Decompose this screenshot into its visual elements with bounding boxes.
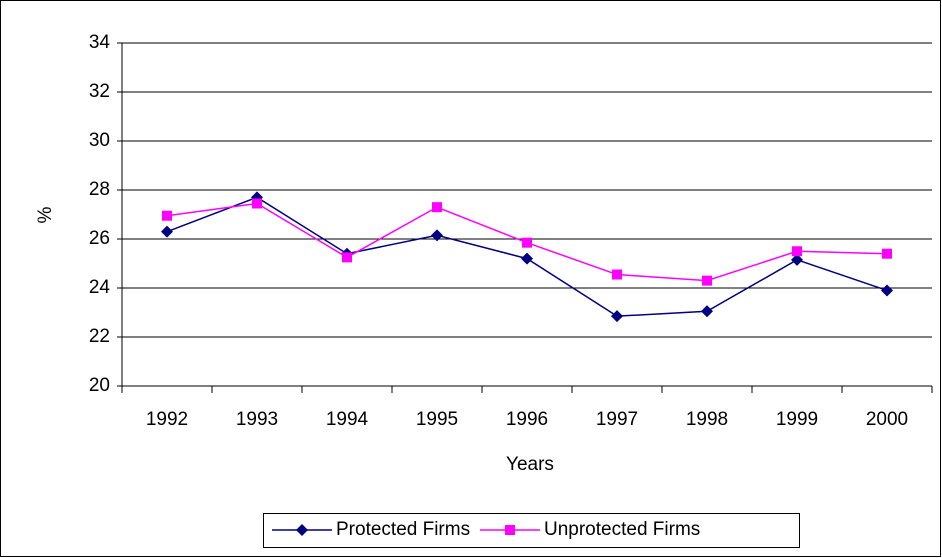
y-tick-label: 22 [89,326,110,347]
data-point [881,284,893,297]
data-point [432,202,442,213]
y-tick-label: 20 [89,375,110,396]
data-point [522,237,532,248]
data-point [431,229,443,242]
y-tick-label: 32 [89,81,110,102]
data-point [611,310,623,323]
data-point [342,252,352,263]
y-tick-label: 24 [89,277,111,298]
x-tick-label: 1995 [416,409,458,430]
x-tick-label: 1993 [236,409,278,430]
data-point [521,252,533,265]
x-tick-label: 1999 [776,409,818,430]
data-point [252,198,262,209]
legend-label: Unprotected Firms [544,519,700,540]
data-point [791,253,803,266]
x-tick-label: 1992 [146,409,188,430]
y-tick-label: 26 [89,228,110,249]
y-tick-label: 28 [89,179,110,200]
x-tick-label: 1997 [596,409,638,430]
data-point [701,305,713,318]
x-axis-label: Years [506,454,554,475]
data-point [882,248,892,259]
y-tick-label: 30 [89,130,110,151]
y-tick-label: 34 [89,32,111,53]
data-point [792,246,802,257]
data-point [612,269,622,280]
y-axis-label: % [35,206,56,223]
x-tick-label: 1998 [686,409,728,430]
legend-marker [505,525,515,535]
legend-label: Protected Firms [336,519,470,540]
data-point [161,225,173,238]
x-tick-label: 1996 [506,409,548,430]
x-tick-label: 2000 [866,409,908,430]
data-point [702,275,712,286]
data-point [162,210,172,221]
legend-marker [296,524,308,536]
x-tick-label: 1994 [326,409,369,430]
